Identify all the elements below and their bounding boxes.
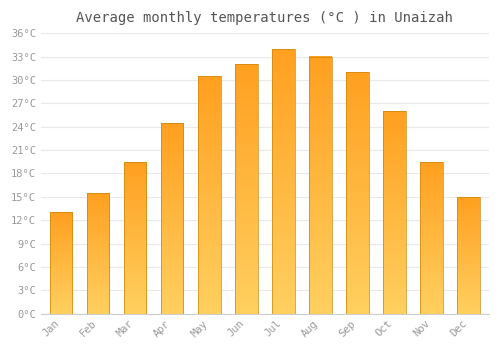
Bar [198, 76, 220, 314]
Bar [124, 162, 146, 314]
Bar [384, 111, 406, 314]
Bar [346, 72, 368, 314]
Bar [272, 49, 294, 314]
Bar [50, 212, 72, 314]
Bar [420, 162, 442, 314]
Bar [458, 197, 479, 314]
Title: Average monthly temperatures (°C ) in Unaizah: Average monthly temperatures (°C ) in Un… [76, 11, 454, 25]
Bar [162, 123, 184, 314]
Bar [310, 57, 332, 314]
Bar [87, 193, 110, 314]
Bar [236, 64, 258, 314]
